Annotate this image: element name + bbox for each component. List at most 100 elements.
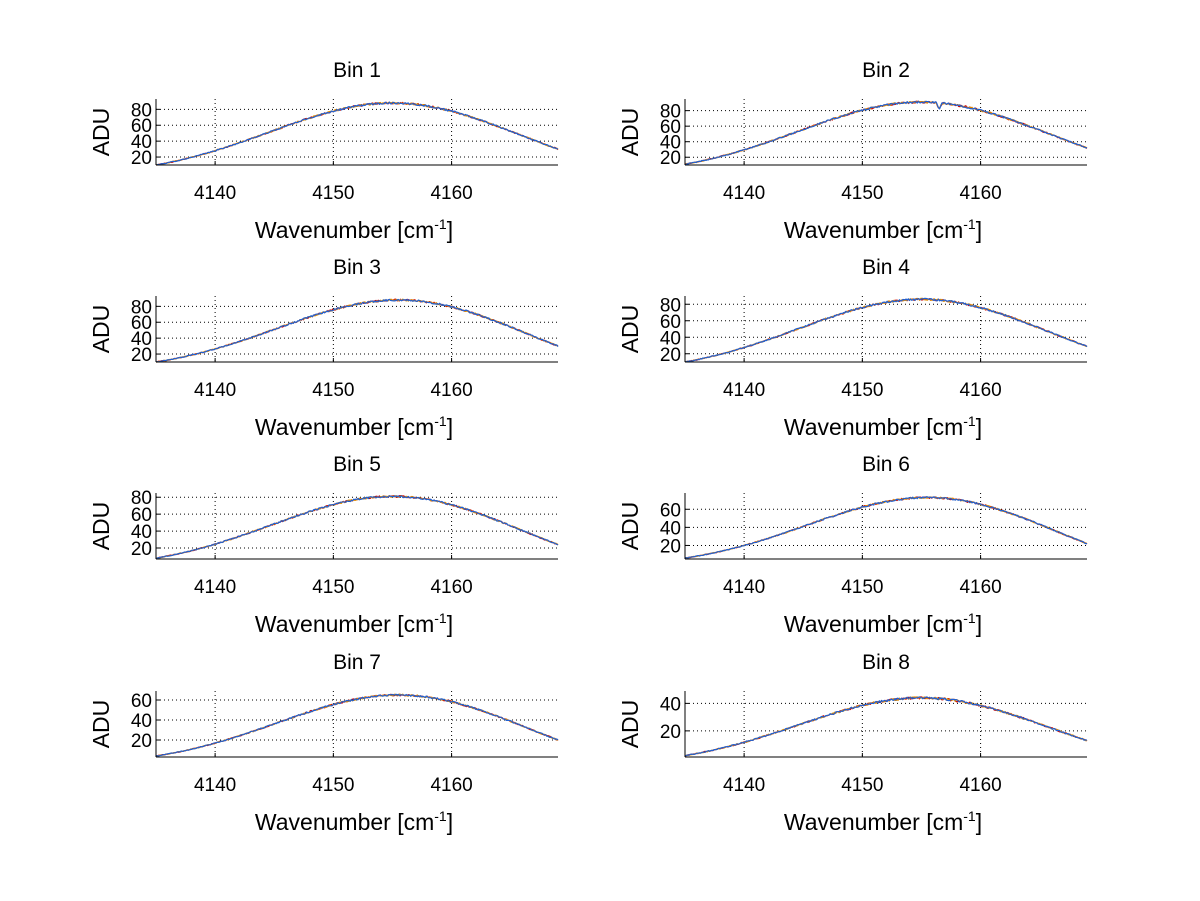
x-tick-label: 4160	[430, 577, 472, 598]
x-axis-label-text: Wavenumber [cm	[255, 809, 434, 835]
y-tick-label: 20	[660, 536, 681, 557]
x-tick-label: 4140	[194, 577, 236, 598]
y-tick-label: 20	[131, 148, 152, 169]
x-axis-label: Wavenumber [cm-1]	[784, 610, 982, 637]
x-tick-label: 4140	[194, 775, 236, 796]
y-tick-label: 80	[131, 488, 152, 509]
subplot-title: Bin 5	[333, 453, 381, 476]
y-tick-label: 80	[660, 102, 681, 123]
x-axis-label: Wavenumber [cm-1]	[255, 216, 453, 243]
x-axis-label-superscript: -1	[434, 808, 447, 824]
x-axis-label-superscript: -1	[963, 610, 976, 626]
x-axis-label: Wavenumber [cm-1]	[255, 808, 453, 835]
y-tick-label: 40	[131, 711, 152, 732]
y-tick-label: 20	[131, 345, 152, 366]
x-tick-label: 4140	[723, 577, 765, 598]
x-tick-label: 4150	[841, 183, 883, 204]
x-tick-label: 4160	[430, 380, 472, 401]
x-tick-label: 4150	[312, 380, 354, 401]
subplot-title: Bin 1	[333, 59, 381, 82]
y-tick-label: 40	[131, 522, 152, 543]
x-axis-label-end: ]	[976, 809, 982, 835]
y-axis-label: ADU	[617, 305, 643, 354]
x-axis-label-superscript: -1	[963, 808, 976, 824]
x-axis-label-end: ]	[447, 809, 453, 835]
y-tick-label: 20	[660, 345, 681, 366]
y-tick-label: 40	[660, 518, 681, 539]
x-tick-label: 4150	[312, 775, 354, 796]
x-axis-label-end: ]	[976, 217, 982, 243]
x-tick-label: 4150	[312, 183, 354, 204]
subplot-bin-8: Bin 8 4140 4150 4160 20 40 Wavenumber [cm-1] AD…	[617, 651, 1088, 835]
x-axis-label-text: Wavenumber [cm	[255, 414, 434, 440]
x-tick-label: 4160	[430, 775, 472, 796]
x-tick-label: 4160	[959, 577, 1001, 598]
x-axis-label: Wavenumber [cm-1]	[255, 413, 453, 440]
x-tick-label: 4160	[959, 380, 1001, 401]
x-axis-label: Wavenumber [cm-1]	[255, 610, 453, 637]
subplot-title: Bin 7	[333, 651, 381, 674]
y-tick-label: 40	[131, 329, 152, 350]
x-axis-label-text: Wavenumber [cm	[784, 414, 963, 440]
y-tick-label: 40	[131, 132, 152, 153]
y-tick-label: 60	[131, 691, 152, 712]
series-line-3	[155, 495, 559, 559]
subplot-title: Bin 3	[333, 256, 381, 279]
y-axis-label: ADU	[617, 108, 643, 157]
x-tick-label: 4150	[841, 380, 883, 401]
y-tick-label: 60	[131, 313, 152, 334]
series-line-3	[155, 693, 559, 757]
subplot-title: Bin 6	[862, 453, 910, 476]
series-line-3	[684, 100, 1088, 166]
y-tick-label: 60	[660, 500, 681, 521]
x-axis-label-text: Wavenumber [cm	[784, 217, 963, 243]
x-tick-label: 4150	[312, 577, 354, 598]
x-axis-label-end: ]	[976, 414, 982, 440]
y-tick-label: 40	[660, 133, 681, 154]
y-tick-label: 20	[660, 722, 681, 743]
y-tick-label: 40	[660, 694, 681, 715]
x-tick-label: 4150	[841, 577, 883, 598]
x-axis-label-superscript: -1	[434, 610, 447, 626]
x-tick-label: 4160	[959, 183, 1001, 204]
x-axis-label-text: Wavenumber [cm	[784, 809, 963, 835]
y-tick-label: 20	[131, 539, 152, 560]
y-tick-label: 20	[660, 148, 681, 169]
x-axis-label-end: ]	[447, 611, 453, 637]
y-axis-label: ADU	[88, 502, 114, 551]
x-axis-label-end: ]	[976, 611, 982, 637]
x-tick-label: 4140	[194, 380, 236, 401]
x-tick-label: 4140	[723, 380, 765, 401]
y-tick-label: 60	[131, 505, 152, 526]
y-axis-label: ADU	[617, 700, 643, 749]
y-axis-label: ADU	[88, 108, 114, 157]
x-axis-label-superscript: -1	[434, 216, 447, 232]
x-axis-label-end: ]	[447, 217, 453, 243]
x-tick-label: 4160	[959, 775, 1001, 796]
x-axis-label-superscript: -1	[434, 413, 447, 429]
x-axis-label-end: ]	[447, 414, 453, 440]
x-axis-label-superscript: -1	[963, 216, 976, 232]
x-axis-label-text: Wavenumber [cm	[255, 611, 434, 637]
series-line-3	[684, 496, 1088, 559]
y-axis-label: ADU	[617, 502, 643, 551]
y-tick-label: 60	[660, 312, 681, 333]
subplot-title: Bin 2	[862, 59, 910, 82]
x-axis-label-superscript: -1	[963, 413, 976, 429]
y-tick-label: 20	[131, 731, 152, 752]
series-line-3	[155, 101, 559, 166]
y-tick-label: 80	[660, 295, 681, 316]
y-tick-label: 40	[660, 328, 681, 349]
x-axis-label: Wavenumber [cm-1]	[784, 413, 982, 440]
x-axis-label: Wavenumber [cm-1]	[784, 808, 982, 835]
x-tick-label: 4140	[723, 775, 765, 796]
